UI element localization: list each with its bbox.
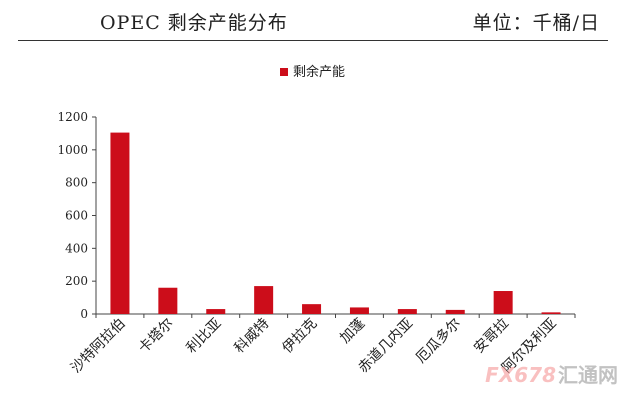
unit-label: 单位：千桶/日 — [472, 12, 600, 34]
x-tick-label: 厄瓜多尔 — [412, 315, 464, 367]
x-tick-label: 沙特阿拉伯 — [68, 316, 129, 377]
watermark-brand: 汇通网 — [558, 363, 618, 387]
x-tick-label: 利比亚 — [184, 316, 225, 357]
legend-swatch — [280, 68, 288, 76]
y-tick-label: 200 — [65, 274, 88, 288]
bar — [445, 309, 465, 314]
bar — [302, 304, 322, 314]
y-tick-label: 600 — [65, 209, 88, 223]
y-tick-label: 800 — [65, 176, 88, 190]
chart-header: OPEC 剩余产能分布 单位：千桶/日 — [0, 0, 640, 42]
bar — [397, 309, 417, 314]
x-tick-label: 伊拉克 — [279, 316, 320, 357]
bar — [158, 287, 178, 314]
x-tick-label: 加蓬 — [337, 316, 368, 347]
bar — [493, 291, 513, 314]
y-tick-label: 1000 — [57, 143, 88, 157]
x-tick-label: 安哥拉 — [471, 316, 512, 357]
legend-label: 剩余产能 — [293, 64, 345, 80]
bar — [254, 286, 274, 314]
bar — [110, 132, 130, 314]
header-rule — [18, 40, 608, 41]
x-tick-label: 卡塔尔 — [136, 316, 177, 357]
y-tick-label: 1200 — [57, 110, 88, 124]
x-tick-label: 科威特 — [231, 316, 272, 357]
bar — [206, 309, 226, 314]
y-tick-label: 400 — [65, 241, 88, 255]
chart-title: OPEC 剩余产能分布 — [100, 12, 288, 34]
bar — [541, 312, 561, 314]
bar — [349, 307, 369, 314]
watermark-logo: FX678 — [485, 363, 556, 387]
watermark: FX678 汇通网 — [485, 359, 618, 388]
y-tick-label: 0 — [80, 307, 88, 321]
